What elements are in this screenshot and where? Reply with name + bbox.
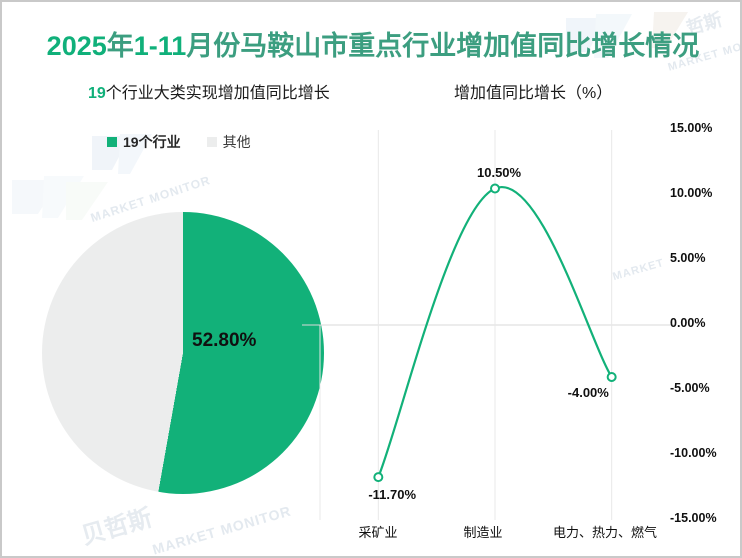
y-axis-tick-label: 5.00% bbox=[670, 251, 706, 265]
legend-label-other: 其他 bbox=[222, 134, 251, 150]
legend-item-other[interactable]: 其他 bbox=[206, 132, 251, 152]
x-axis-tick-label: 采矿业 bbox=[358, 525, 398, 540]
pie-chart-body bbox=[42, 212, 324, 494]
pie-legend: 19个行业 其他 bbox=[107, 132, 251, 152]
line-chart-subtitle: 增加值同比增长（%） bbox=[454, 85, 613, 102]
pie-chart[interactable]: 52.80% bbox=[42, 212, 324, 494]
y-axis-tick-label: -5.00% bbox=[670, 381, 710, 395]
x-axis-tick-label: 制造业 bbox=[463, 525, 503, 540]
line-chart-plot bbox=[284, 130, 676, 520]
data-point-label: 10.50% bbox=[477, 164, 522, 180]
x-axis-tick-label: 电力、热力、燃气 bbox=[552, 525, 657, 540]
data-point-label: -4.00% bbox=[567, 385, 609, 400]
page-title-rest: 月份马鞍山市重点行业增加值同比增长情况 bbox=[186, 31, 700, 61]
watermark-text-en-bottom: MARKET MONITOR bbox=[150, 502, 294, 558]
page-title-year: 2025 bbox=[46, 31, 107, 61]
y-axis-tick-label: 0.00% bbox=[670, 316, 706, 330]
page-title-months: 1-11 bbox=[133, 31, 187, 61]
legend-swatch-icon-gray bbox=[206, 137, 217, 147]
pie-chart-value-label: 52.80% bbox=[192, 330, 257, 351]
legend-label-19-industries: 19个行业 bbox=[123, 134, 181, 150]
pie-chart-subtitle: 19个行业大类实现增加值同比增长 bbox=[88, 79, 330, 103]
y-axis-tick-label: -10.00% bbox=[670, 446, 717, 460]
y-axis-tick-label: 10.00% bbox=[670, 186, 713, 200]
data-point-label: -11.70% bbox=[368, 487, 417, 503]
pie-subtitle-count: 19 bbox=[88, 85, 106, 102]
y-axis-tick-label: 15.00% bbox=[670, 121, 713, 135]
line-chart[interactable]: 15.00% 10.00% 5.00% 0.00% -5.00% -10.00% -15.0… bbox=[284, 112, 740, 542]
page-title: 2025年1-11月份马鞍山市重点行业增加值同比增长情况 bbox=[2, 24, 740, 63]
watermark-text-cn: 贝哲斯 bbox=[78, 504, 156, 551]
y-axis-tick-label: -15.00% bbox=[670, 511, 717, 525]
legend-item-19-industries[interactable]: 19个行业 bbox=[107, 132, 181, 152]
legend-swatch-icon-green bbox=[107, 137, 117, 147]
page-title-mid: 年 bbox=[106, 31, 134, 61]
pie-subtitle-text: 个行业大类实现增加值同比增长 bbox=[105, 85, 330, 102]
